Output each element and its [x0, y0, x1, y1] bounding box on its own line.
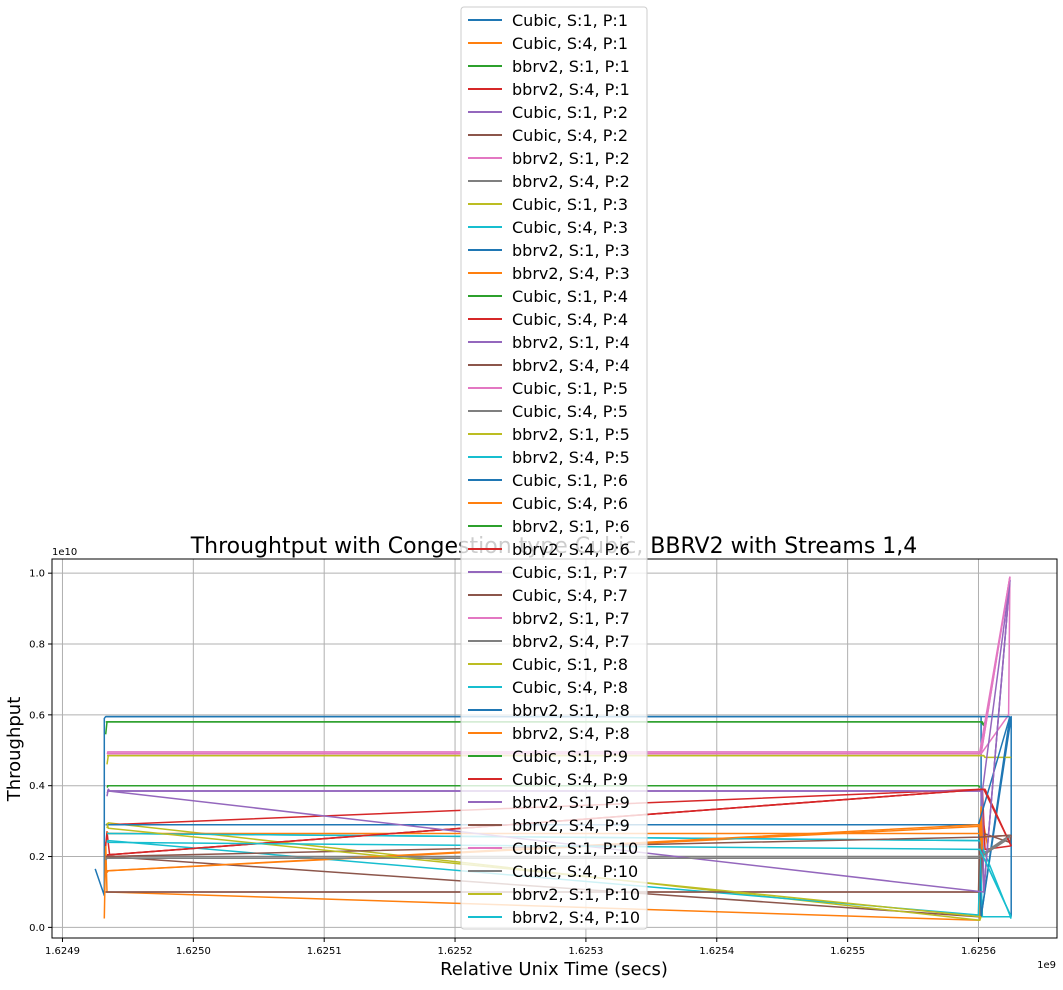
y-axis-ticks: 0.0 0.2 0.4 0.6 0.8 1.0: [29, 569, 52, 934]
x-axis-label: Relative Unix Time (secs): [440, 959, 668, 980]
y-tick-label: 0.4: [29, 781, 45, 792]
y-offset-label: 1e10: [52, 547, 77, 558]
legend-label: Cubic, S:4, P:4: [512, 310, 628, 329]
legend-label: Cubic, S:1, P:2: [512, 103, 628, 122]
x-tick-label: 1.6252: [438, 946, 473, 957]
y-tick-label: 1.0: [29, 569, 45, 580]
x-tick-label: 1.6251: [307, 946, 342, 957]
legend-label: bbrv2, S:1, P:6: [512, 517, 630, 536]
legend-label: Cubic, S:4, P:9: [512, 770, 628, 789]
legend-label: Cubic, S:4, P:8: [512, 678, 628, 697]
legend-label: Cubic, S:4, P:3: [512, 218, 628, 237]
legend-box: [460, 6, 648, 930]
y-axis-label: Throughput: [4, 697, 25, 803]
legend: Cubic, S:1, P:1 Cubic, S:4, P:1 bbrv2, S:1…: [460, 6, 648, 930]
legend-label: bbrv2, S:4, P:5: [512, 448, 630, 467]
x-tick-label: 1.6255: [830, 946, 865, 957]
legend-label: Cubic, S:4, P:10: [512, 862, 638, 881]
x-tick-label: 1.6253: [568, 946, 603, 957]
legend-label: bbrv2, S:4, P:1: [512, 80, 630, 99]
y-tick-label: 0.2: [29, 852, 45, 863]
legend-label: bbrv2, S:4, P:2: [512, 172, 630, 191]
x-tick-label: 1.6256: [961, 946, 996, 957]
legend-label: Cubic, S:1, P:5: [512, 379, 628, 398]
series-line-39: [106, 822, 982, 918]
legend-label: bbrv2, S:4, P:10: [512, 908, 640, 927]
legend-label: bbrv2, S:4, P:3: [512, 264, 630, 283]
legend-label: Cubic, S:4, P:7: [512, 586, 628, 605]
legend-label: bbrv2, S:4, P:7: [512, 632, 630, 651]
legend-label: Cubic, S:4, P:1: [512, 34, 628, 53]
legend-label: bbrv2, S:1, P:5: [512, 425, 630, 444]
legend-label: bbrv2, S:1, P:1: [512, 57, 630, 76]
legend-label: bbrv2, S:1, P:10: [512, 885, 640, 904]
x-tick-label: 1.6254: [699, 946, 734, 957]
legend-label: bbrv2, S:1, P:8: [512, 701, 630, 720]
legend-label: bbrv2, S:4, P:4: [512, 356, 630, 375]
legend-label: Cubic, S:4, P:6: [512, 494, 628, 513]
y-tick-label: 0.0: [29, 923, 45, 934]
legend-label: Cubic, S:1, P:8: [512, 655, 628, 674]
legend-label: Cubic, S:1, P:10: [512, 839, 638, 858]
legend-label: bbrv2, S:1, P:3: [512, 241, 630, 260]
x-axis-ticks: 1.6249 1.6250 1.6251 1.6252 1.6253 1.6254 1.62…: [45, 938, 996, 957]
legend-label: bbrv2, S:1, P:7: [512, 609, 630, 628]
legend-label: bbrv2, S:4, P:6: [512, 540, 630, 559]
legend-label: bbrv2, S:4, P:9: [512, 816, 630, 835]
legend-label: bbrv2, S:1, P:9: [512, 793, 630, 812]
legend-label: bbrv2, S:1, P:4: [512, 333, 630, 352]
x-offset-label: 1e9: [1037, 960, 1056, 971]
legend-label: Cubic, S:1, P:4: [512, 287, 628, 306]
y-tick-label: 0.6: [29, 710, 45, 721]
y-tick-label: 0.8: [29, 640, 45, 651]
legend-label: Cubic, S:1, P:6: [512, 471, 628, 490]
legend-label: bbrv2, S:1, P:2: [512, 149, 630, 168]
legend-label: Cubic, S:1, P:1: [512, 11, 628, 30]
legend-label: Cubic, S:1, P:3: [512, 195, 628, 214]
x-tick-label: 1.6249: [45, 946, 80, 957]
legend-label: Cubic, S:1, P:9: [512, 747, 628, 766]
legend-label: Cubic, S:4, P:2: [512, 126, 628, 145]
legend-label: Cubic, S:1, P:7: [512, 563, 628, 582]
legend-label: Cubic, S:4, P:5: [512, 402, 628, 421]
x-tick-label: 1.6250: [176, 946, 211, 957]
legend-label: bbrv2, S:4, P:8: [512, 724, 630, 743]
